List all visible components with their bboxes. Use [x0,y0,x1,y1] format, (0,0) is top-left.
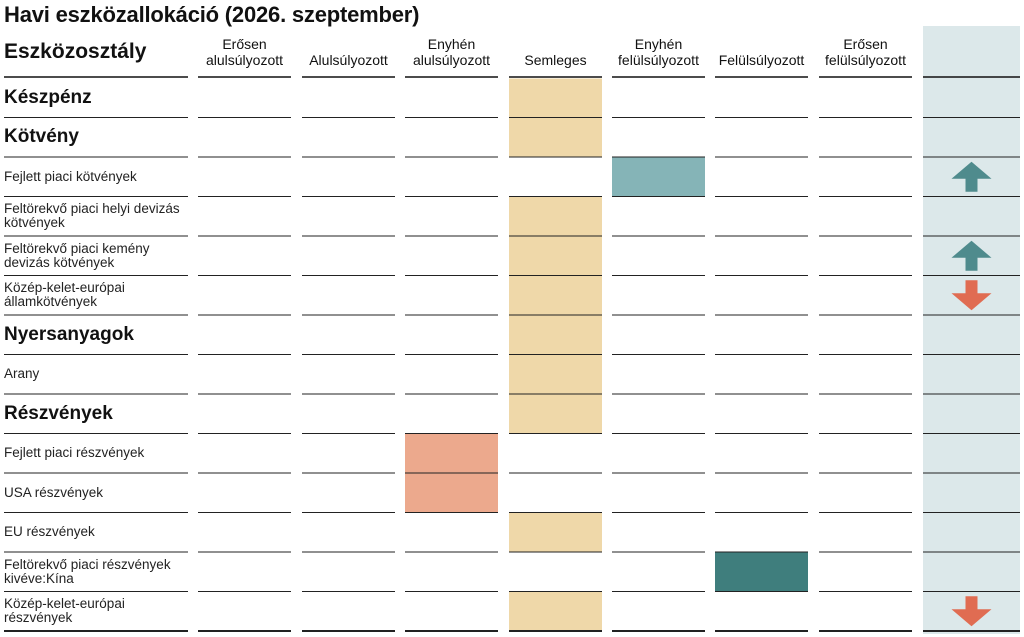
subcategory-row-label: Közép-kelet-európai államkötvények [4,280,125,310]
column-header-4: Semleges [524,52,587,68]
position-cell [509,236,602,275]
column-header-2: Alulsúlyozott [309,52,388,68]
subcategory-row-label: Feltörekvő piaci kemény devizás kötvénye… [4,240,150,270]
arrow-up-icon [951,240,992,271]
category-row-label: Nyersanyagok [4,323,134,345]
change-column-background [923,26,1020,634]
arrow-up-icon [951,161,992,192]
chart-title: Havi eszközallokáció (2026. szeptember) [4,2,420,27]
position-cell [509,118,602,157]
position-cell [509,394,602,433]
arrow-down-icon [951,280,992,311]
position-cell [509,315,602,354]
position-cell [612,157,705,196]
arrow-down-icon [951,596,992,627]
subcategory-row-label: Közép-kelet-európai részvények [4,596,125,626]
position-cell [509,197,602,236]
position-cell [405,434,498,473]
subcategory-row-label: Fejlett piaci részvények [4,445,145,461]
subcategory-row-label: Arany [4,366,40,382]
position-cell [715,552,808,591]
subcategory-row-label: Fejlett piaci kötvények [4,168,137,184]
subcategory-row-label: EU részvények [4,524,95,540]
position-cell [509,513,602,552]
column-header-1: Erősen alulsúlyozott [205,36,284,68]
position-cell [509,355,602,394]
category-row-label: Kötvény [4,126,79,148]
category-column-header: Eszközosztály [4,40,147,63]
column-header-7: Erősen felülsúlyozott [825,36,906,68]
column-header-5: Enyhén felülsúlyozott [618,36,699,68]
category-row-label: Készpénz [4,86,92,108]
subcategory-row-label: USA részvények [4,484,104,500]
position-cell [405,473,498,512]
position-cell [509,276,602,315]
subcategory-row-label: Feltörekvő piaci részvények kivéve:Kína [4,556,171,586]
position-cell [509,78,602,117]
category-row-label: Részvények [4,402,113,424]
column-header-3: Enyhén alulsúlyozott [412,36,491,68]
column-header-6: Felülsúlyozott [718,52,805,68]
position-cell [509,592,602,631]
subcategory-row-label: Feltörekvő piaci helyi devizás kötvények [4,201,180,231]
